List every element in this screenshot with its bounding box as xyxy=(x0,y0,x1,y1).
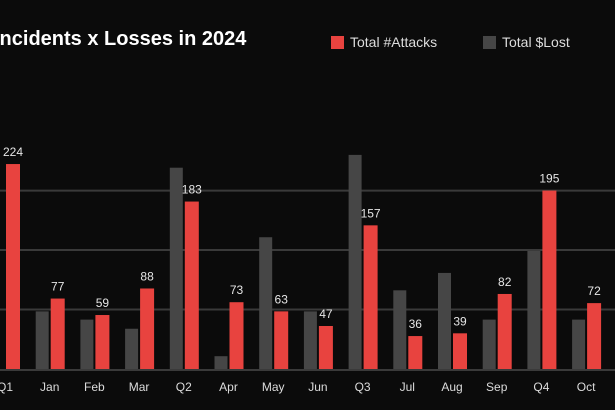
x-tick-label: Q3 xyxy=(355,380,371,394)
bar-lost-jul xyxy=(393,290,407,369)
legend-swatch-attacks xyxy=(331,35,344,49)
bar-lost-feb xyxy=(80,319,94,369)
bar-attacks-sep xyxy=(497,293,512,369)
x-tick-label: Jan xyxy=(40,380,59,394)
bar-lost-jan xyxy=(35,311,49,369)
data-label-attacks: 82 xyxy=(498,275,512,289)
bar-lost-apr xyxy=(214,356,228,369)
bar-lost-q4 xyxy=(527,250,541,369)
bar-attacks-oct xyxy=(587,303,602,369)
data-label-attacks: 72 xyxy=(587,284,601,298)
bar-attacks-mar xyxy=(140,288,155,369)
bar-attacks-feb xyxy=(95,315,110,369)
data-label-attacks: 73 xyxy=(230,283,244,297)
x-tick-label: Feb xyxy=(84,380,105,394)
legend-item-lost: Total $Lost xyxy=(483,34,570,50)
data-label-attacks: 39 xyxy=(453,314,467,328)
bar-lost-jun xyxy=(303,311,317,369)
x-tick-label: Jun xyxy=(308,380,327,394)
legend-label-lost: Total $Lost xyxy=(502,34,570,50)
x-tick-label: Oct xyxy=(577,380,596,394)
x-tick-label: Q2 xyxy=(176,380,192,394)
data-label-attacks: 36 xyxy=(409,317,423,331)
bar-attacks-may xyxy=(274,311,289,369)
data-label-attacks: 224 xyxy=(3,145,23,159)
x-tick-label: Mar xyxy=(129,380,150,394)
data-label-attacks: 88 xyxy=(140,269,154,283)
x-tick-label: Q1 xyxy=(0,380,13,394)
chart-title: Incidents x Losses in 2024 xyxy=(0,28,247,50)
bar-attacks-apr xyxy=(229,302,244,369)
data-label-attacks: 77 xyxy=(51,280,65,294)
data-label-attacks: 47 xyxy=(319,307,333,321)
bar-attacks-q3 xyxy=(363,225,378,369)
bar-attacks-jul xyxy=(408,336,423,369)
bar-lost-mar xyxy=(125,328,139,369)
data-label-attacks: 59 xyxy=(96,296,110,310)
x-tick-label: Sep xyxy=(486,380,508,394)
bar-attacks-jan xyxy=(50,298,65,369)
legend-label-attacks: Total #Attacks xyxy=(350,34,438,50)
bar-lost-sep xyxy=(482,319,496,369)
bar-lost-q2 xyxy=(169,167,183,369)
bar-lost-oct xyxy=(572,319,586,369)
x-tick-label: Apr xyxy=(219,380,238,394)
x-tick-label: Aug xyxy=(441,380,462,394)
bar-attacks-q1 xyxy=(6,164,20,369)
data-label-attacks: 63 xyxy=(275,292,289,306)
bar-lost-aug xyxy=(438,272,451,369)
x-tick-label: Q4 xyxy=(533,380,549,394)
data-label-attacks: 157 xyxy=(361,206,381,220)
bar-lost-q3 xyxy=(348,154,362,369)
x-tick-label: May xyxy=(262,380,285,394)
bar-attacks-aug xyxy=(453,333,467,369)
legend-swatch-lost xyxy=(483,35,496,49)
x-tick-label: Jul xyxy=(400,380,415,394)
bar-lost-may xyxy=(259,237,273,369)
legend-item-attacks: Total #Attacks xyxy=(331,34,437,50)
data-label-attacks: 183 xyxy=(182,183,202,197)
bar-attacks-q4 xyxy=(542,190,557,369)
bar-attacks-q2 xyxy=(184,201,199,369)
data-label-attacks: 195 xyxy=(539,172,559,186)
bar-attacks-jun xyxy=(318,325,333,369)
